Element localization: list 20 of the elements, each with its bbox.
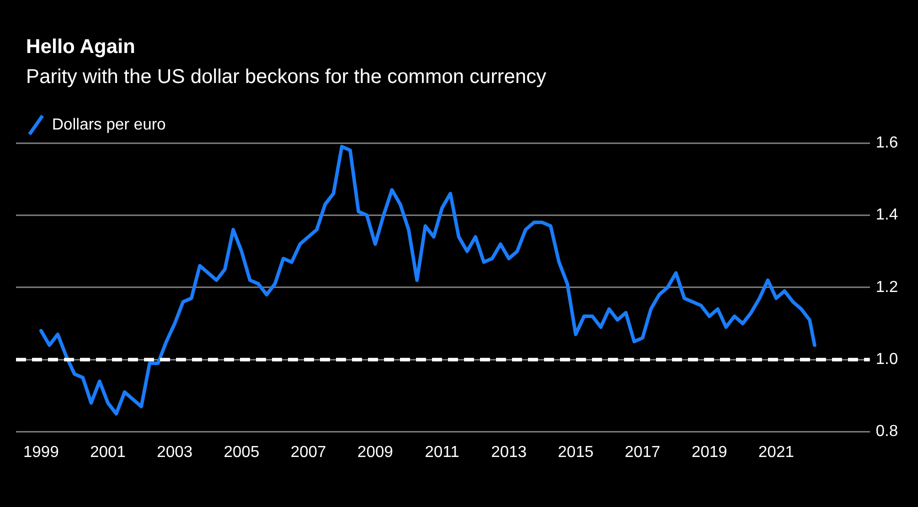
y-tick-label: 1.4 bbox=[876, 206, 898, 224]
x-tick-label: 2009 bbox=[357, 444, 394, 461]
chart-title: Hello Again bbox=[26, 36, 136, 59]
y-tick-label: 1.6 bbox=[876, 134, 898, 152]
x-tick-label: 1999 bbox=[23, 444, 59, 461]
x-tick-label: 2013 bbox=[491, 444, 527, 461]
y-tick-label: 1.0 bbox=[876, 351, 898, 368]
x-tick-label: 2007 bbox=[290, 444, 326, 461]
x-tick-label: 2019 bbox=[692, 444, 728, 461]
x-tick-label: 2003 bbox=[156, 444, 193, 461]
legend-label: Dollars per euro bbox=[52, 116, 166, 134]
x-tick-label: 2005 bbox=[224, 444, 260, 461]
y-tick-label: 0.8 bbox=[876, 423, 898, 440]
y-tick-label: 1.2 bbox=[876, 278, 898, 296]
x-tick-label: 2015 bbox=[558, 444, 594, 461]
x-tick-label: 2001 bbox=[90, 444, 126, 461]
x-tick-label: 2011 bbox=[424, 444, 460, 461]
x-tick-label: 2021 bbox=[758, 444, 794, 461]
x-tick-label: 2017 bbox=[624, 444, 660, 461]
chart-subtitle: Parity with the US dollar beckons for the common currency bbox=[26, 66, 546, 89]
